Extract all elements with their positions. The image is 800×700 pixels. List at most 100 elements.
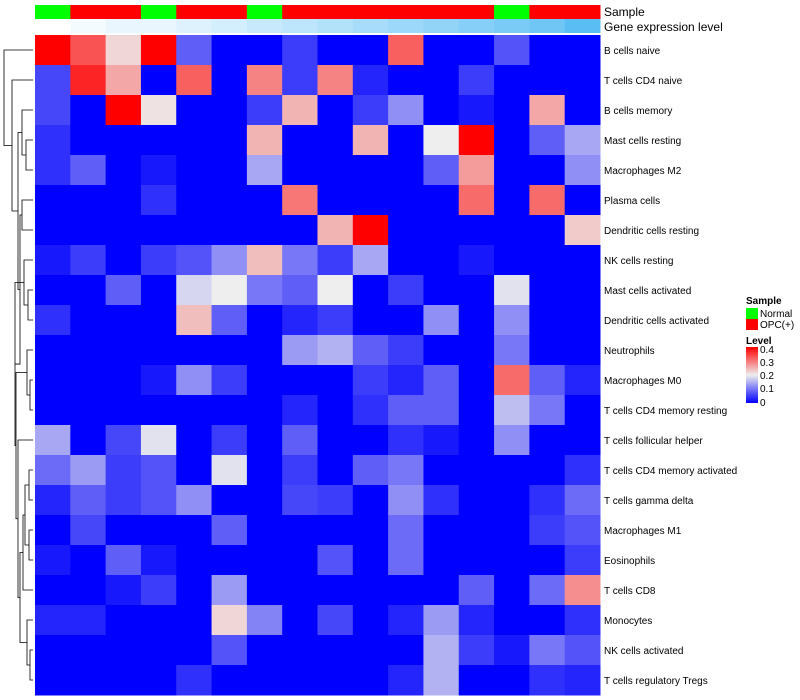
expression-level-annotation-cell <box>282 19 318 33</box>
heatmap-cell <box>105 125 142 156</box>
heatmap-cell <box>176 95 213 126</box>
heatmap-cell <box>211 575 248 606</box>
heatmap-cell <box>35 95 71 126</box>
heatmap-cell <box>176 665 213 696</box>
heatmap-cell <box>494 605 530 636</box>
heatmap-cell <box>176 425 213 456</box>
heatmap-cell <box>529 395 566 426</box>
heatmap-cell <box>282 275 318 306</box>
heatmap-cell <box>140 275 177 306</box>
heatmap-cell <box>282 455 318 486</box>
heatmap-cell <box>352 275 389 306</box>
heatmap-cell <box>352 395 389 426</box>
heatmap-cell <box>317 605 354 636</box>
heatmap-cell <box>211 485 248 516</box>
heatmap-cell <box>70 335 107 366</box>
legend-normal-swatch <box>746 308 758 319</box>
dendrogram-branch <box>23 259 33 306</box>
heatmap-cell <box>317 245 354 276</box>
heatmap-cell <box>211 125 248 156</box>
heatmap-cell <box>458 95 495 126</box>
sample-annotation-cell <box>105 5 142 19</box>
heatmap-cell <box>105 455 142 486</box>
heatmap-cell <box>246 575 283 606</box>
heatmap-cell <box>458 35 495 66</box>
heatmap-cell <box>70 395 107 426</box>
row-label: Dendritic cells resting <box>604 226 699 237</box>
heatmap-cell <box>176 65 213 96</box>
heatmap-cell <box>105 425 142 456</box>
heatmap-cell <box>70 635 107 666</box>
heatmap-cell <box>105 605 142 636</box>
heatmap-cell <box>423 365 460 396</box>
sample-annotation-cell <box>564 5 601 19</box>
heatmap-cell <box>246 485 283 516</box>
sample-annotation-cell <box>35 5 71 19</box>
sample-annotation-cell <box>388 5 424 19</box>
legend-sample-title: Sample <box>746 296 782 307</box>
heatmap-cell <box>352 575 389 606</box>
heatmap-cell <box>352 455 389 486</box>
heatmap-cell <box>352 665 389 696</box>
heatmap-cell <box>35 665 71 696</box>
heatmap-cell <box>352 515 389 546</box>
heatmap-cell <box>35 65 71 96</box>
heatmap-cell <box>35 515 71 546</box>
row-label: T cells gamma delta <box>604 496 694 507</box>
heatmap-cell <box>70 365 107 396</box>
heatmap-cell <box>529 545 566 576</box>
heatmap-cell <box>105 575 142 606</box>
expression-level-annotation-cell <box>352 19 389 33</box>
heatmap-cell <box>388 35 424 66</box>
heatmap-cell <box>494 95 530 126</box>
row-label: B cells naive <box>604 46 661 57</box>
heatmap-cell <box>564 545 601 576</box>
heatmap-cell <box>423 35 460 66</box>
heatmap-cell <box>494 545 530 576</box>
heatmap-cell <box>458 485 495 516</box>
legend-level-tick-0.4: 0.4 <box>760 345 774 356</box>
heatmap-cell <box>458 305 495 336</box>
heatmap-cell <box>423 245 460 276</box>
heatmap-cell <box>35 605 71 636</box>
heatmap-cell <box>211 515 248 546</box>
heatmap-cell <box>211 245 248 276</box>
heatmap-cell <box>246 95 283 126</box>
heatmap-cell <box>423 395 460 426</box>
heatmap-cell <box>282 125 318 156</box>
heatmap-cell <box>176 455 213 486</box>
sample-annotation-cell <box>211 5 248 19</box>
heatmap-cell <box>529 425 566 456</box>
heatmap-cell <box>458 605 495 636</box>
heatmap-cell <box>352 155 389 186</box>
heatmap-cell <box>317 665 354 696</box>
heatmap-cell <box>352 605 389 636</box>
heatmap-cell <box>529 455 566 486</box>
heatmap-cell <box>140 515 177 546</box>
heatmap-cell <box>352 35 389 66</box>
heatmap-cell <box>388 305 424 336</box>
heatmap-cell <box>388 395 424 426</box>
heatmap-cell <box>70 185 107 216</box>
heatmap-cell <box>352 305 389 336</box>
heatmap-cell <box>423 545 460 576</box>
heatmap-cell <box>564 665 601 696</box>
heatmap-cell <box>282 635 318 666</box>
heatmap-cell <box>176 515 213 546</box>
heatmap-cell <box>211 65 248 96</box>
legend-level-title: Level <box>746 336 772 347</box>
heatmap-cell <box>176 245 213 276</box>
legend-level-colorbar <box>746 347 758 403</box>
heatmap-cell <box>317 155 354 186</box>
heatmap-cell <box>388 605 424 636</box>
heatmap-cell <box>70 605 107 636</box>
heatmap-cell <box>140 125 177 156</box>
heatmap-cell <box>105 365 142 396</box>
heatmap-cell <box>458 395 495 426</box>
heatmap-cell <box>352 245 389 276</box>
heatmap-cell <box>105 245 142 276</box>
heatmap-cell <box>282 335 318 366</box>
heatmap-cell <box>529 245 566 276</box>
heatmap-cell <box>317 545 354 576</box>
heatmap-cell <box>423 665 460 696</box>
